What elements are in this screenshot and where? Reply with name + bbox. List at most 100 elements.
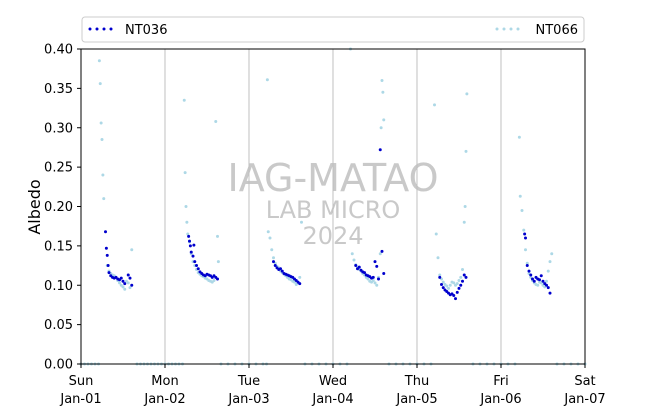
data-point — [378, 148, 382, 152]
x-tick-label-day: Thu — [404, 374, 429, 389]
data-point — [121, 285, 125, 289]
data-point — [440, 282, 443, 286]
data-point — [123, 282, 127, 286]
legend-marker — [509, 27, 513, 31]
x-tick-label-day: Sat — [574, 374, 595, 389]
data-point — [373, 260, 377, 264]
legend-label: NT036 — [125, 23, 167, 38]
data-point — [448, 283, 452, 287]
data-point — [130, 248, 134, 252]
data-point — [105, 253, 109, 257]
data-point — [461, 279, 464, 283]
data-point — [195, 264, 198, 268]
data-point — [461, 268, 464, 271]
data-point — [352, 258, 356, 262]
data-point — [529, 273, 533, 277]
data-point — [128, 276, 132, 280]
data-point — [182, 98, 186, 102]
series-points — [79, 47, 587, 366]
data-point — [99, 121, 103, 125]
data-point — [459, 283, 463, 287]
data-point — [518, 194, 522, 198]
y-tick-label: 0.05 — [44, 318, 73, 333]
data-point — [525, 261, 529, 265]
data-point — [216, 277, 219, 281]
data-point — [363, 271, 366, 275]
data-point — [268, 236, 272, 240]
legend-marker — [88, 27, 92, 31]
legend-marker — [495, 27, 499, 31]
data-point — [377, 277, 380, 281]
data-point — [121, 279, 125, 283]
data-point — [183, 171, 187, 175]
data-point — [465, 92, 469, 96]
data-point — [462, 273, 466, 277]
data-point — [104, 230, 107, 234]
data-point — [273, 264, 277, 268]
y-tick-label: 0.00 — [44, 358, 73, 373]
data-point — [464, 275, 468, 279]
x-axis: Sun Jan-01 Mon Jan-02 Tue Jan-03 Wed Jan-04 Thu J… — [59, 364, 606, 407]
data-point — [366, 277, 370, 281]
y-tick-label: 0.10 — [44, 279, 73, 294]
data-point — [447, 286, 450, 290]
data-point — [548, 260, 552, 264]
data-point — [186, 232, 190, 236]
y-tick-label: 0.30 — [44, 121, 73, 136]
x-tick-label-day: Tue — [237, 374, 260, 389]
x-tick-label-day: Fri — [493, 374, 509, 389]
data-point — [130, 283, 134, 287]
data-point — [188, 244, 192, 248]
data-point — [357, 265, 361, 269]
data-point — [523, 232, 527, 236]
watermark-line: LAB MICRO — [266, 196, 401, 224]
data-point — [527, 269, 531, 273]
data-point — [546, 286, 550, 290]
data-point — [536, 283, 540, 287]
y-tick-label: 0.15 — [44, 239, 73, 254]
data-point — [381, 90, 385, 94]
data-point — [452, 281, 456, 285]
data-point — [545, 279, 548, 283]
data-point — [541, 279, 545, 283]
data-point — [101, 173, 105, 177]
data-point — [524, 236, 527, 240]
data-point — [97, 59, 101, 63]
data-point — [550, 252, 554, 256]
data-point — [375, 283, 379, 287]
data-point — [379, 126, 383, 130]
y-tick-label: 0.20 — [44, 200, 73, 215]
data-point — [438, 273, 442, 277]
data-point — [98, 82, 102, 86]
data-point — [107, 271, 111, 275]
x-tick-label-day: Wed — [319, 374, 347, 389]
y-tick-label: 0.40 — [44, 43, 73, 58]
legend-label: NT066 — [536, 23, 578, 38]
data-point — [517, 135, 521, 139]
data-point — [126, 273, 130, 277]
data-point — [524, 248, 527, 252]
data-point — [382, 118, 386, 122]
x-tick-label-date: Jan-06 — [479, 392, 521, 407]
x-tick-label-date: Jan-05 — [395, 392, 437, 407]
data-point — [522, 228, 526, 232]
data-point — [192, 243, 196, 247]
data-point — [525, 264, 529, 268]
data-point — [463, 205, 467, 208]
data-point — [298, 275, 302, 279]
data-point — [212, 279, 216, 283]
data-point — [126, 281, 130, 285]
data-point — [354, 264, 358, 268]
data-point — [452, 293, 456, 297]
data-point — [216, 260, 220, 264]
x-tick-label-date: Jan-03 — [227, 392, 269, 407]
data-point — [100, 138, 104, 142]
data-point — [371, 279, 375, 283]
data-point — [441, 286, 445, 290]
x-tick-label-date: Jan-02 — [143, 392, 185, 407]
data-point — [350, 252, 354, 256]
data-point — [187, 234, 191, 238]
data-point — [118, 281, 121, 285]
